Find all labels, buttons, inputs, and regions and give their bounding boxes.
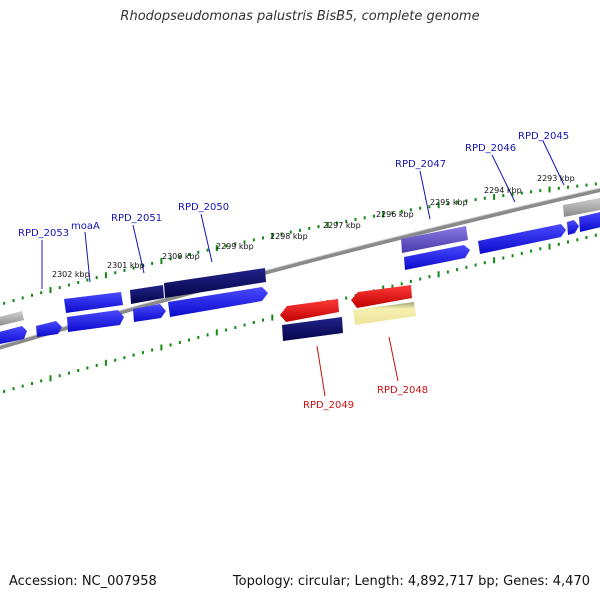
kbp-label: 2301 kbp: [107, 261, 145, 270]
kbp-label: 2300 kbp: [162, 252, 200, 261]
position-tick-tracks: [3, 182, 597, 393]
gene-arrow: [0, 326, 27, 344]
gene-labels: RPD_2053 moaA RPD_2051 RPD_2050 RPD_2047…: [18, 131, 569, 411]
gene-arrow: [64, 292, 123, 313]
kbp-label: 2299 kbp: [216, 242, 254, 251]
gene-label-rpd-2048: RPD_2048: [377, 385, 428, 396]
gene-arrow: [567, 220, 579, 235]
gene-arrow: [401, 226, 468, 253]
gene-label-moaa: moaA: [71, 221, 100, 232]
gene-arrow: [579, 212, 600, 232]
kbp-label: 2296 kbp: [376, 210, 414, 219]
gene-label-rpd-2045: RPD_2045: [518, 131, 569, 142]
kbp-label: 2293 kbp: [537, 174, 575, 183]
gene-arrow: [404, 245, 470, 270]
kbp-label: 2302 kbp: [52, 270, 90, 279]
gene-arrow: [67, 310, 124, 332]
kbp-label: 2298 kbp: [270, 232, 308, 241]
gene-arrow: [563, 197, 600, 217]
kbp-scale-labels: 2302 kbp 2301 kbp 2300 kbp 2299 kbp 2298…: [52, 174, 575, 279]
gene-arrow: [353, 302, 416, 325]
accession-text: Accession: NC_007958: [9, 574, 157, 589]
gene-label-rpd-2051: RPD_2051: [111, 213, 162, 224]
gene-label-rpd-2046: RPD_2046: [465, 143, 516, 154]
gene-arrow: [130, 285, 164, 304]
gene-arrow: [164, 268, 266, 298]
kbp-label: 2297 kbp: [323, 221, 361, 230]
gene-label-rpd-2047: RPD_2047: [395, 159, 446, 170]
kbp-label: 2294 kbp: [484, 186, 522, 195]
gene-arrow: [36, 321, 62, 337]
map-title: Rhodopseudomonas palustris BisB5, comple…: [120, 9, 480, 24]
gene-label-rpd-2053: RPD_2053: [18, 228, 69, 239]
gene-arrow: [133, 304, 166, 322]
gene-arrow: [0, 311, 24, 326]
gene-arrow: [478, 224, 566, 254]
gene-arrow: [280, 299, 339, 322]
gene-features: [0, 197, 600, 344]
gene-arrow: [282, 317, 343, 341]
gene-label-rpd-2049: RPD_2049: [303, 400, 354, 411]
gene-arrow: [168, 287, 268, 317]
gene-label-rpd-2050: RPD_2050: [178, 202, 229, 213]
label-leader-lines: [41, 140, 565, 397]
gene-arrow: [351, 285, 412, 308]
kbp-label: 2295 kbp: [430, 198, 468, 207]
genome-summary-text: Topology: circular; Length: 4,892,717 bp…: [232, 574, 590, 589]
